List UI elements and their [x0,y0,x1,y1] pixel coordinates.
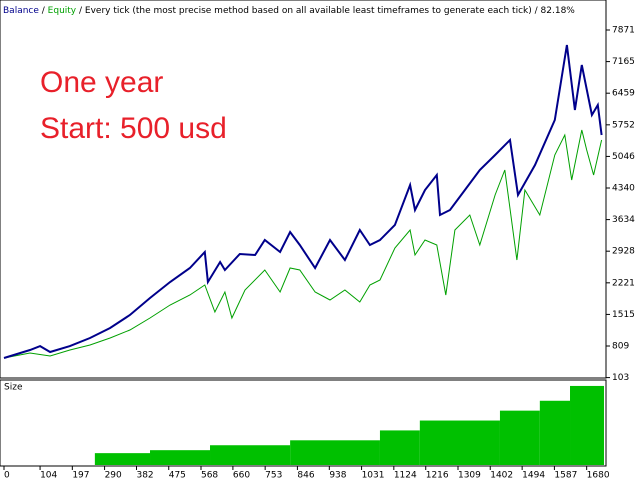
size-bar [570,385,604,465]
x-tick-label: 290 [105,471,122,480]
series-line [3,44,603,359]
y-tick-label: 5752 [612,120,635,130]
main-panel [0,0,607,379]
x-tick-label: 104 [40,471,57,480]
legend-equity: Equity [48,6,77,16]
x-tick-label: 1216 [426,471,449,480]
y-tick-label: 2221 [612,278,635,288]
x-tick-label: 846 [297,471,314,480]
x-tick-label: 753 [265,471,282,480]
y-tick-label: 6459 [612,89,635,99]
size-title: Size [4,383,23,393]
size-bar [150,450,211,465]
annotation: One year [40,66,163,99]
y-tick-label: 2928 [612,247,635,257]
y-tick-label: 1515 [612,310,635,320]
y-tick-label: 809 [612,342,629,352]
y-tick-label: 103 [612,373,629,383]
x-tick-label: 1680 [587,471,610,480]
x-tick-label: 475 [169,471,186,480]
size-bar [539,400,571,465]
size-bar [499,410,540,465]
size-bar [419,420,500,465]
x-tick-label: 0 [4,471,10,480]
x-tick-label: 1309 [458,471,481,480]
x-tick-label: 1124 [394,471,417,480]
size-bar [210,445,291,465]
test-mode: Every tick (the most precise method base… [85,6,532,16]
x-tick-label: 1587 [554,471,577,480]
size-bar [290,440,380,465]
legend-balance: Balance [3,6,39,16]
x-tick-label: 1031 [362,471,385,480]
x-tick-label: 382 [136,471,153,480]
model-quality: 82.18% [541,6,576,16]
y-tick-label: 3634 [612,215,635,225]
y-tick-label: 5046 [612,152,635,162]
x-tick-label: 1494 [522,471,545,480]
x-tick-label: 660 [233,471,250,480]
chart-header: Balance / Equity / Every tick (the most … [3,6,575,16]
y-tick-label: 7165 [612,57,635,67]
series-line [3,129,603,359]
size-bar [379,430,420,465]
x-tick-label: 1402 [490,471,513,480]
separator: / [532,6,541,16]
separator: / [39,6,48,16]
x-tick-label: 938 [329,471,346,480]
x-tick-label: 197 [72,471,89,480]
size-bar [94,453,151,465]
y-tick-label: 7871 [612,26,635,36]
separator: / [76,6,85,16]
x-tick-label: 568 [201,471,218,480]
y-tick-label: 4340 [612,184,635,194]
annotation: Start: 500 usd [40,112,227,145]
